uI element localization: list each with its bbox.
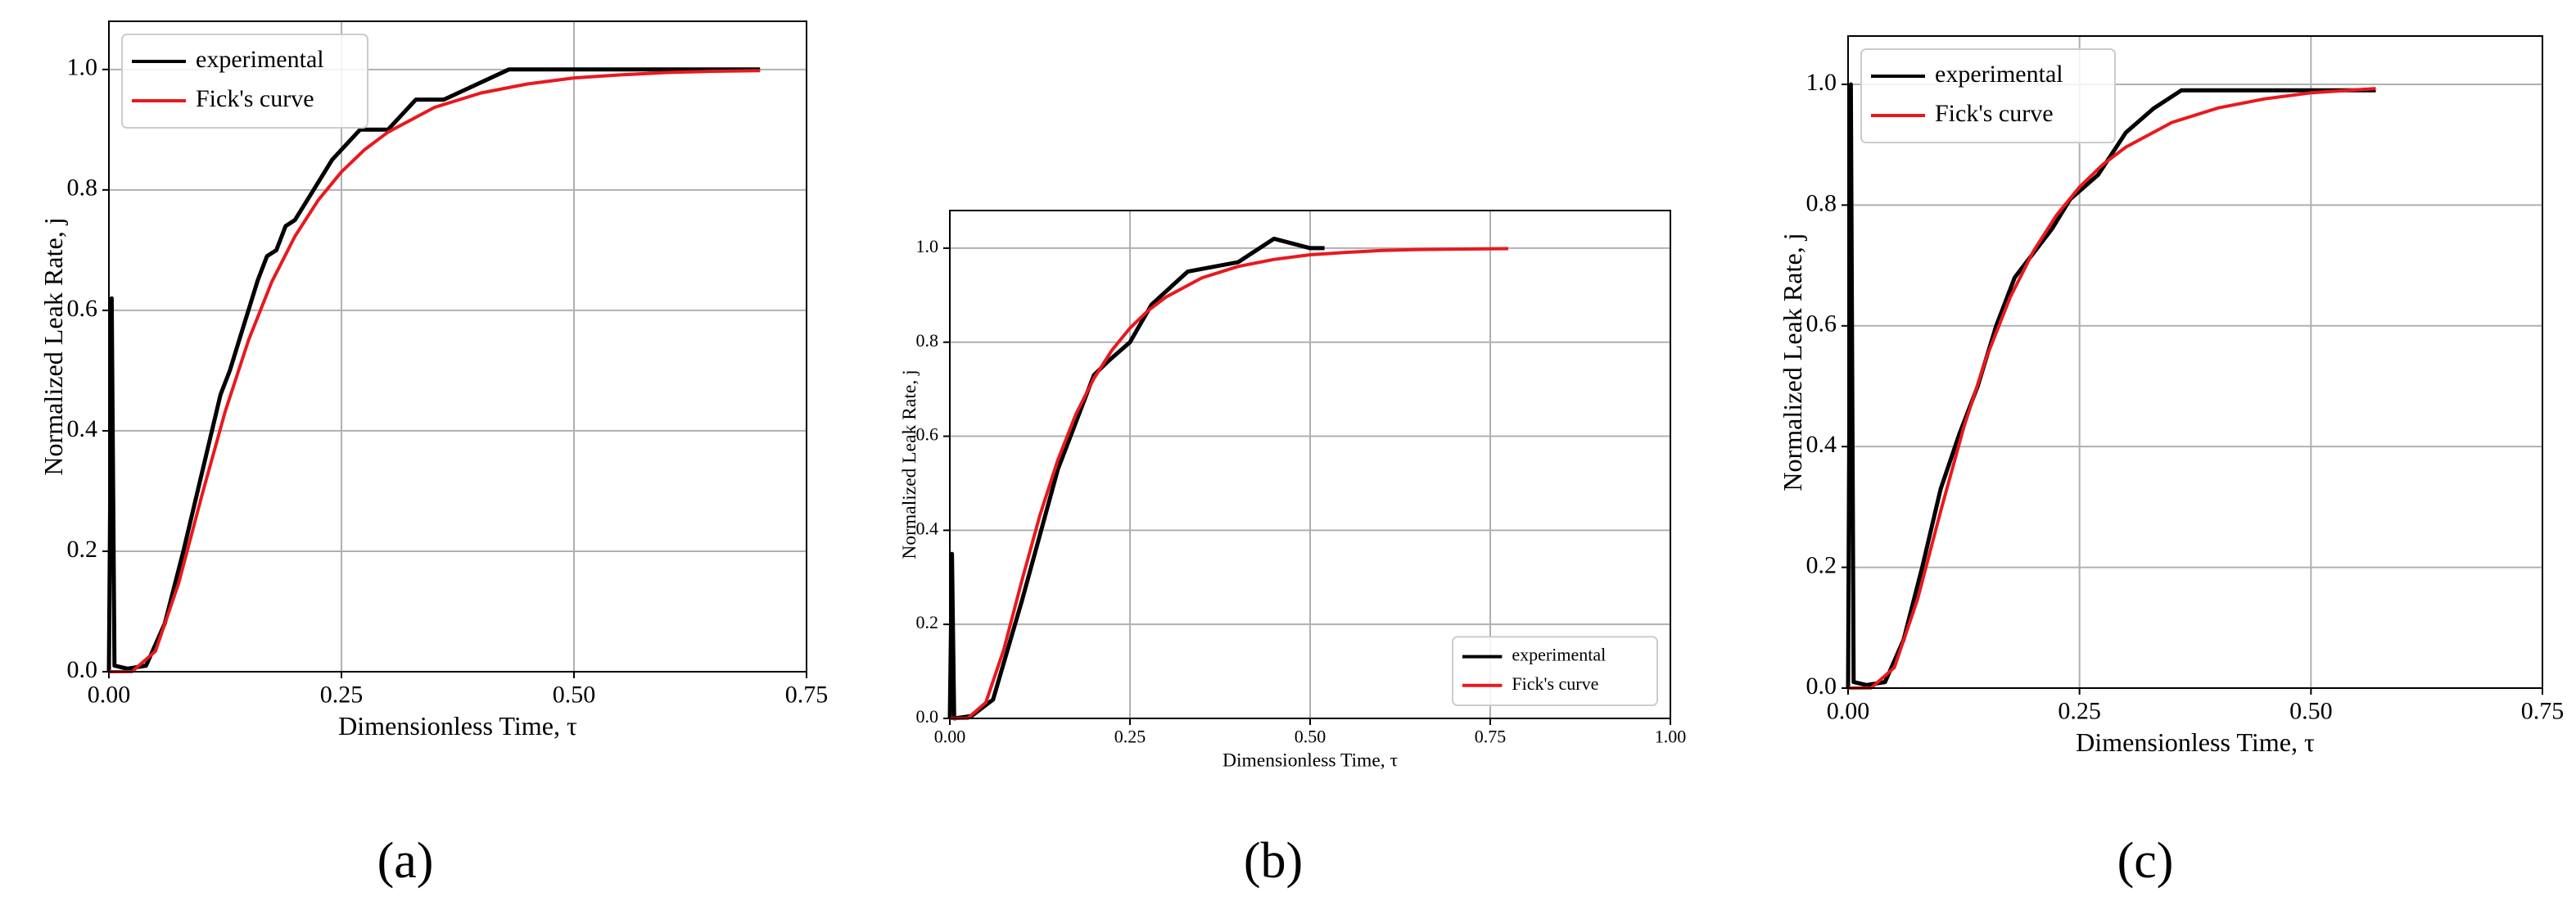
panel-label: (c)	[2117, 833, 2174, 889]
data-line	[108, 69, 761, 673]
y-axis-label: Normalized Leak Rate, j	[38, 217, 68, 475]
data-line	[949, 247, 1509, 720]
legend-box	[1452, 636, 1658, 707]
legend-label: Fick's curve	[1512, 673, 1598, 694]
y-tick-label: 0.2	[1806, 551, 1837, 578]
x-tick-label: 0.75	[785, 681, 829, 708]
x-tick-label: 0.50	[2289, 697, 2333, 724]
y-tick-label: 0.0	[67, 656, 98, 683]
x-tick-label: 0.00	[88, 681, 131, 708]
y-tick-label: 0.8	[1806, 189, 1837, 216]
y-tick-label: 0.4	[67, 415, 98, 442]
y-tick-label: 0.4	[916, 518, 939, 538]
data-line	[1846, 82, 2376, 689]
x-tick-label: 0.50	[553, 681, 596, 708]
axes-frame	[1847, 35, 2543, 689]
legend-label: Fick's curve	[196, 85, 314, 112]
y-axis-label: Normalized Leak Rate, j	[1778, 233, 1807, 491]
x-tick-label: 0.25	[2058, 697, 2101, 724]
x-tick-label: 0.75	[1475, 727, 1507, 747]
panel-label: (b)	[1244, 833, 1303, 889]
axes-frame	[108, 20, 807, 673]
x-tick-label: 0.00	[934, 727, 966, 747]
legend-box	[121, 34, 368, 129]
y-tick-label: 0.8	[67, 174, 98, 202]
data-line	[1847, 87, 2376, 690]
y-tick-label: 0.2	[67, 536, 98, 563]
data-line	[106, 67, 761, 673]
legend-label: experimental	[196, 46, 324, 73]
y-tick-label: 0.6	[67, 295, 98, 322]
x-tick-label: 1.00	[1655, 727, 1687, 747]
x-tick-label: 0.00	[1827, 697, 1870, 724]
x-axis-label: Dimensionless Time, τ	[2076, 727, 2315, 757]
x-tick-label: 0.75	[2521, 697, 2565, 724]
y-tick-label: 0.0	[1806, 673, 1837, 700]
legend-label: Fick's curve	[1935, 100, 2054, 127]
y-axis-label: Normalized Leak Rate, j	[899, 369, 920, 559]
legend-label: experimental	[1935, 61, 2063, 88]
x-axis-label: Dimensionless Time, τ	[1222, 750, 1398, 772]
x-tick-label: 0.25	[320, 681, 364, 708]
legend-label: experimental	[1512, 645, 1606, 665]
legend-box	[1860, 48, 2116, 143]
y-tick-label: 0.6	[916, 424, 939, 445]
x-tick-label: 0.25	[1114, 727, 1146, 747]
y-tick-label: 0.0	[916, 706, 939, 727]
x-axis-label: Dimensionless Time, τ	[338, 711, 577, 741]
y-tick-label: 0.4	[1806, 431, 1837, 458]
panel-label: (a)	[377, 833, 434, 889]
axes-frame	[949, 210, 1671, 719]
y-tick-label: 1.0	[916, 236, 939, 256]
y-tick-label: 1.0	[67, 54, 98, 81]
y-tick-label: 0.6	[1806, 310, 1837, 337]
y-tick-label: 0.8	[916, 330, 939, 351]
y-tick-label: 0.2	[916, 612, 939, 632]
y-tick-label: 1.0	[1806, 69, 1837, 96]
x-tick-label: 0.50	[1295, 727, 1326, 747]
